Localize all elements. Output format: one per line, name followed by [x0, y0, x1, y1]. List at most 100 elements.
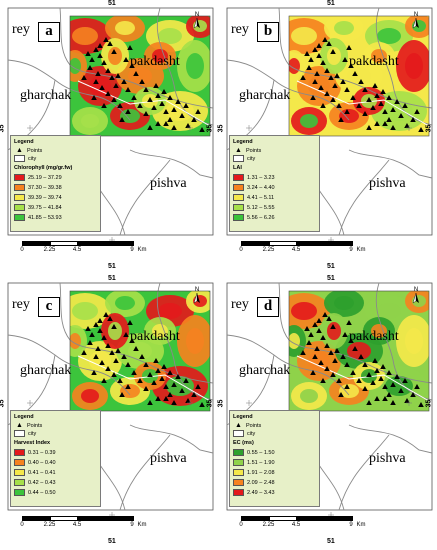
sample-point: [167, 370, 173, 375]
sample-point: [326, 316, 332, 321]
sample-point: [117, 378, 123, 383]
sample-point: [378, 376, 384, 381]
legend-class-row: 2.49 – 3.43: [233, 489, 275, 496]
sample-point: [402, 103, 408, 108]
sample-point: [119, 392, 125, 397]
sample-point: [300, 75, 306, 80]
panel-label: d: [257, 297, 279, 317]
scale-bar: 0 2.25 4.5 9 Km: [20, 241, 152, 261]
sample-point: [109, 75, 115, 80]
sample-point: [137, 103, 143, 108]
sample-point: [155, 121, 161, 126]
sample-point: [101, 378, 107, 383]
raster-surface: [70, 16, 210, 136]
sample-point: [151, 380, 157, 385]
sample-point: [390, 125, 396, 130]
sample-point: [131, 370, 137, 375]
legend-class-row: 4.41 – 5.11: [233, 194, 274, 201]
coord-bottom: 51: [327, 263, 335, 270]
legend-title: Legend: [14, 414, 34, 420]
sample-point: [191, 392, 197, 397]
sample-point: [87, 65, 93, 70]
coord-right: 35: [425, 399, 433, 408]
sample-point: [386, 392, 392, 397]
sample-point: [151, 105, 157, 110]
legend-class-row: 0.55 – 1.50: [233, 449, 275, 456]
coord-left: 35: [217, 124, 225, 133]
sample-point: [410, 117, 416, 122]
sample-point: [91, 370, 97, 375]
sample-point: [155, 368, 161, 373]
sample-point: [370, 105, 376, 110]
city-label-pakdasht: pakdasht: [349, 329, 399, 344]
city-label-gharchak: gharchak: [239, 88, 291, 103]
sample-point: [316, 318, 322, 323]
scale-bar: 0 2.25 4.5 9 Km: [239, 516, 371, 536]
sample-point: [316, 43, 322, 48]
sample-point: [378, 101, 384, 106]
city-label-pishva: pishva: [150, 176, 187, 191]
legend: Legend ▲ Points city LAI 1.31 – 3.23 3.24 – 4.…: [229, 135, 320, 232]
sample-point: [382, 109, 388, 114]
scale-bar: 0 2.25 4.5 9 Km: [239, 241, 371, 261]
sample-point: [336, 378, 342, 383]
coord-right: 35: [425, 124, 433, 133]
sample-point: [346, 45, 352, 50]
sample-point: [99, 85, 105, 90]
sample-point: [394, 374, 400, 379]
sample-point: [147, 97, 153, 102]
scale-bar: 0 2.25 4.5 9 Km: [20, 516, 152, 536]
sample-point: [153, 358, 159, 363]
sample-point: [161, 89, 167, 94]
sample-point: [85, 51, 91, 56]
sample-point: [320, 378, 326, 383]
svg-text:N: N: [414, 287, 418, 293]
north-arrow-icon: N: [193, 12, 200, 29]
sample-point: [362, 362, 368, 367]
scale-unit: Km: [137, 247, 147, 253]
sample-point: [133, 346, 139, 351]
sample-point: [344, 362, 350, 367]
sample-point: [129, 63, 135, 68]
scale-unit: Km: [356, 247, 366, 253]
svg-text:N: N: [195, 12, 199, 18]
city-label-rey: rey: [12, 297, 30, 312]
sample-point: [153, 83, 159, 88]
sample-point: [402, 378, 408, 383]
sample-point: [332, 358, 338, 363]
city-label-pishva: pishva: [369, 176, 406, 191]
sample-point: [125, 384, 131, 389]
sample-point: [330, 324, 336, 329]
sample-point: [111, 97, 117, 102]
sample-point: [366, 400, 372, 405]
sample-point: [342, 57, 348, 62]
scale-tick-label: 4.5: [291, 522, 301, 528]
legend: Legend ▲ Points city Harvest Index 0.31 – 0.3…: [10, 410, 101, 507]
sample-point: [115, 73, 121, 78]
sample-point: [155, 93, 161, 98]
sample-point: [316, 328, 322, 333]
sample-point: [111, 49, 117, 54]
sample-point: [306, 65, 312, 70]
coord-right: 35: [206, 399, 214, 408]
sample-point: [358, 354, 364, 359]
sample-point: [372, 83, 378, 88]
scale-unit: Km: [137, 522, 147, 528]
sample-point: [195, 109, 201, 114]
sample-point: [414, 109, 420, 114]
legend-class-row: 0.31 – 0.39: [14, 449, 56, 456]
sample-point: [175, 374, 181, 379]
sample-point: [300, 350, 306, 355]
sample-point: [338, 392, 344, 397]
sample-point: [386, 370, 392, 375]
sample-point: [105, 343, 111, 348]
map-panel-d: N51513535dreypakdashtgharchakpishvaaminL…: [217, 275, 437, 550]
legend-class-row: 37.30 – 39.38: [14, 184, 62, 191]
sample-point: [97, 328, 103, 333]
sample-point: [199, 402, 205, 407]
sample-point: [183, 378, 189, 383]
panel-label: b: [257, 22, 279, 42]
sample-point: [93, 47, 99, 52]
sample-point: [318, 360, 324, 365]
sample-point: [85, 326, 91, 331]
